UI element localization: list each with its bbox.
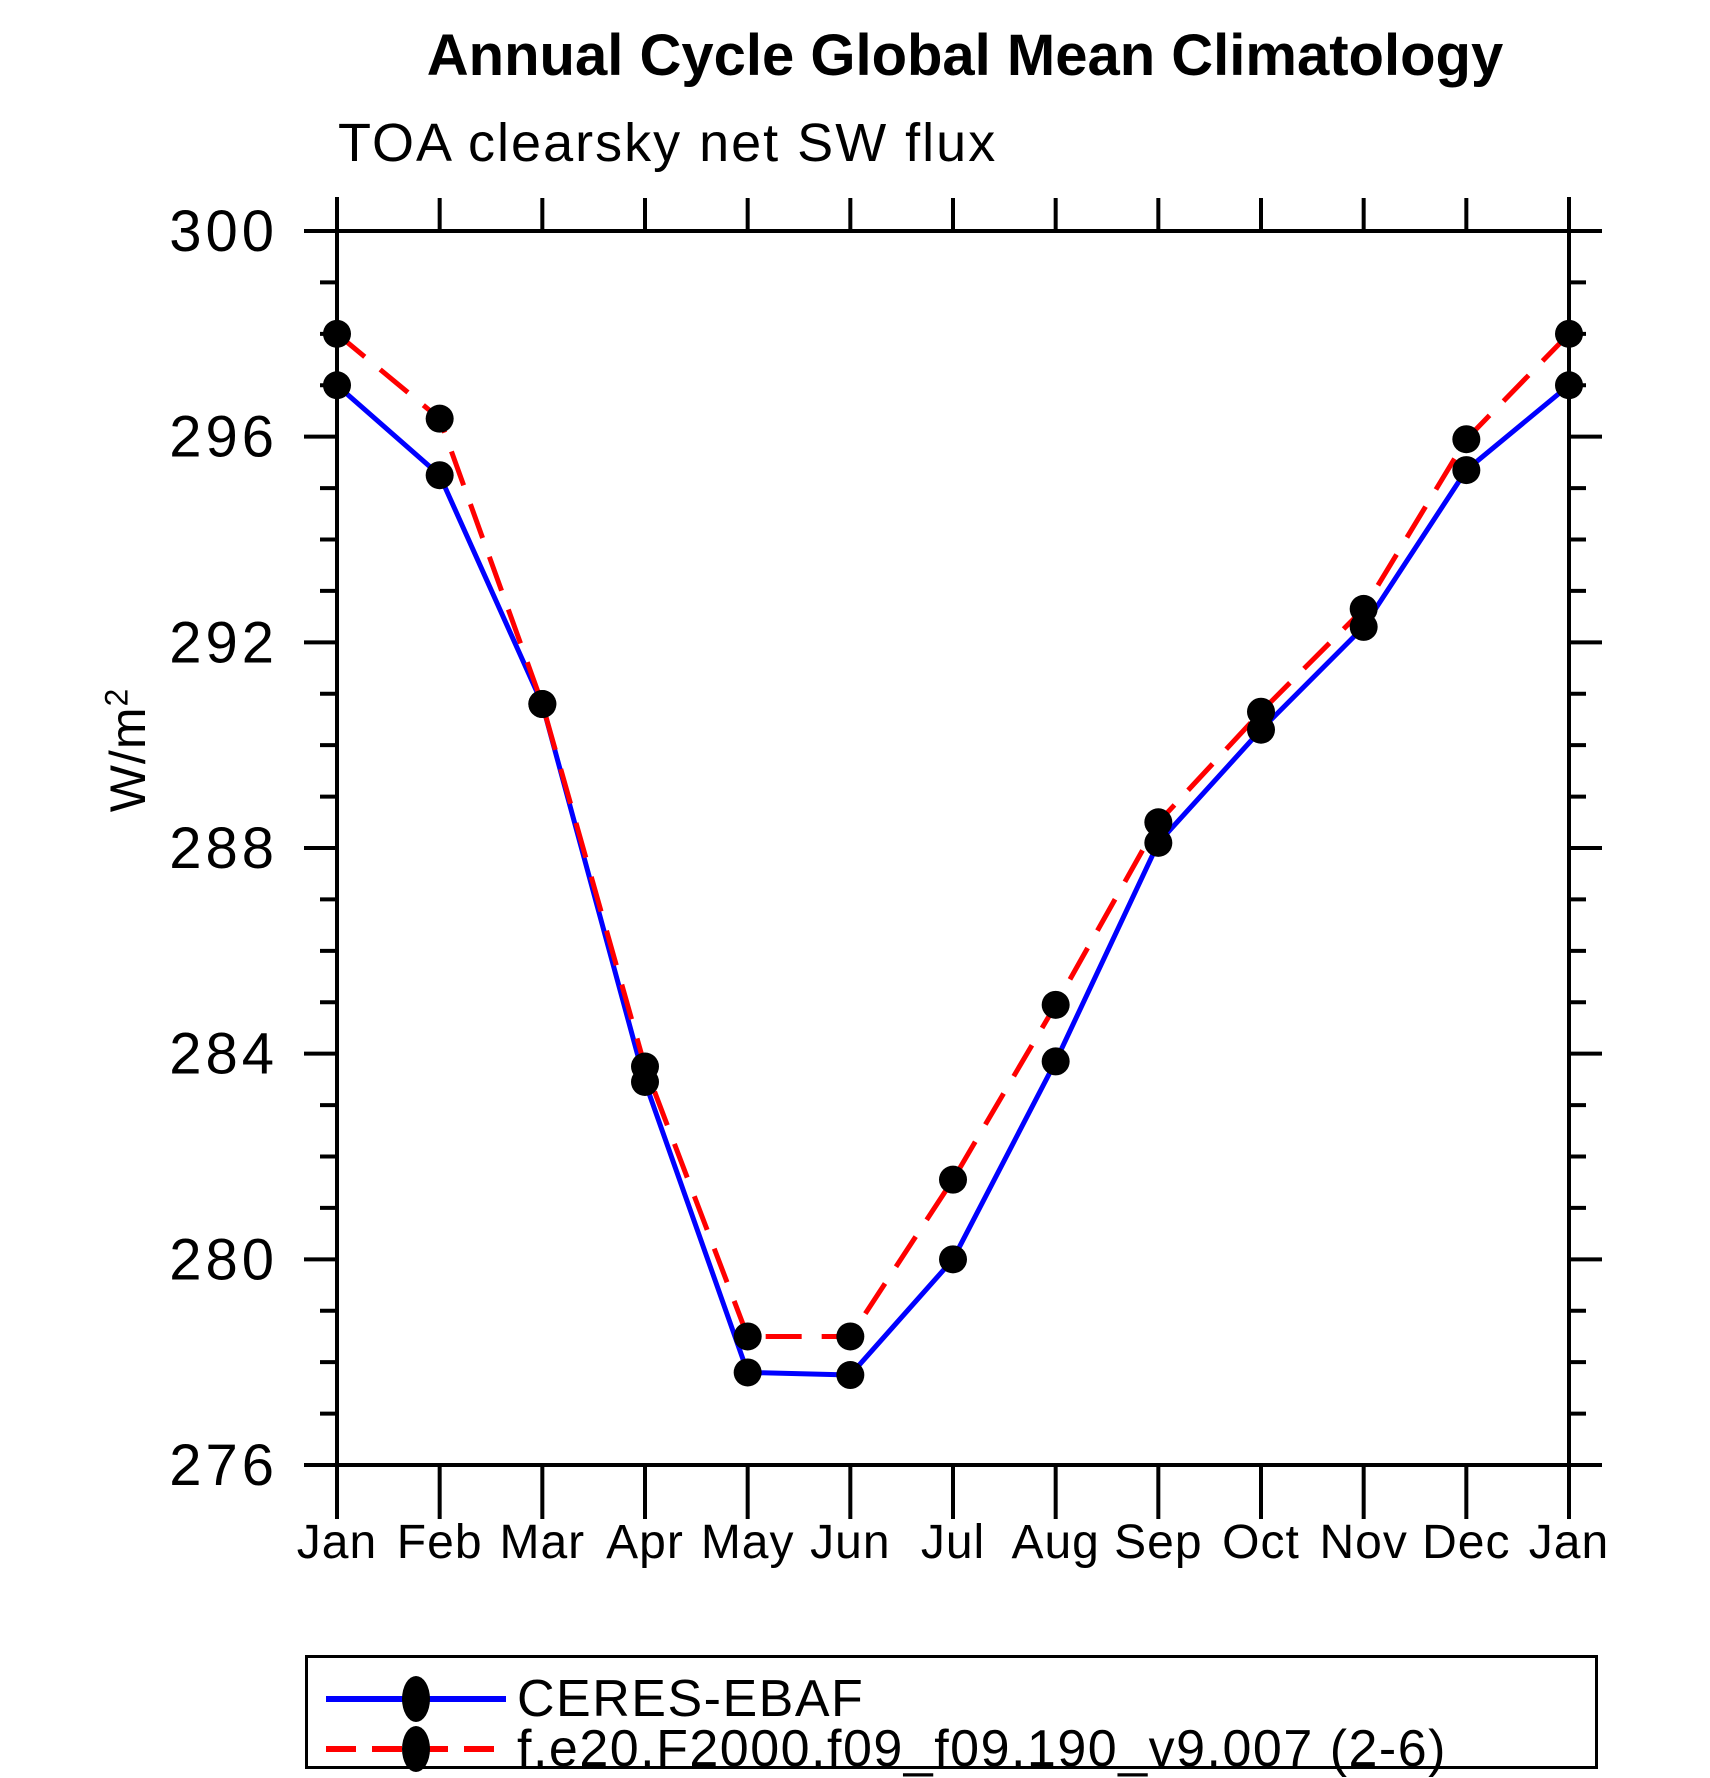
data-point-model-sep-8 <box>1144 808 1173 837</box>
y-tick-label: 284 <box>169 1022 278 1087</box>
data-point-model-mar-2 <box>528 690 557 719</box>
y-tick-label: 296 <box>169 405 278 470</box>
data-point-ceres-jun-5 <box>836 1361 865 1390</box>
data-point-model-jul-6 <box>939 1165 967 1194</box>
data-point-ceres-jul-6 <box>939 1245 967 1274</box>
legend-label-ceres: CERES-EBAF <box>517 1670 865 1728</box>
series-line-ceres <box>335 383 1571 1378</box>
data-point-ceres-aug-7 <box>1041 1047 1070 1076</box>
data-point-model-apr-3 <box>631 1052 659 1081</box>
data-point-ceres-feb-1 <box>425 461 454 490</box>
y-tick-label: 280 <box>169 1227 278 1292</box>
x-tick-label: Aug <box>1011 1516 1099 1569</box>
x-tick-label: Dec <box>1422 1516 1510 1569</box>
data-point-model-oct-9 <box>1247 697 1275 726</box>
legend-line-sample-dashed <box>326 1726 506 1772</box>
x-tick-label: Jan <box>1529 1516 1609 1569</box>
x-tick-label: Sep <box>1114 1516 1202 1569</box>
data-point-ceres-may-4 <box>733 1358 762 1387</box>
data-point-ceres-jan-12 <box>1555 371 1583 400</box>
x-tick-label: Oct <box>1222 1516 1300 1569</box>
x-tick-label: Jul <box>921 1516 985 1569</box>
data-point-ceres-jan-0 <box>323 371 351 400</box>
legend-label-model: f.e20.F2000.f09_f09.190_v9.007 (2-6) <box>517 1720 1447 1778</box>
x-tick-label: Nov <box>1319 1516 1407 1569</box>
data-point-model-jan-12 <box>1555 319 1583 348</box>
data-point-model-feb-1 <box>425 404 454 433</box>
y-tick-label: 288 <box>169 816 278 881</box>
legend-item-model: f.e20.F2000.f09_f09.190_v9.007 (2-6) <box>321 1720 1447 1778</box>
data-point-model-aug-7 <box>1041 990 1070 1019</box>
x-tick-label: Feb <box>397 1516 483 1569</box>
data-point-ceres-dec-11 <box>1452 456 1481 485</box>
data-point-model-jan-0 <box>323 319 351 348</box>
x-tick-label: Jan <box>297 1516 377 1569</box>
data-point-model-nov-10 <box>1349 594 1378 623</box>
legend: CERES-EBAF f.e20.F2000.f09_f09.190_v9.00… <box>305 1655 1598 1778</box>
x-tick-label: Mar <box>499 1516 585 1569</box>
data-point-model-jun-5 <box>836 1322 865 1351</box>
chart-subtitle: TOA clearsky net SW flux <box>338 113 998 173</box>
x-tick-label: May <box>701 1516 795 1569</box>
legend-marker-dot <box>402 1676 430 1722</box>
y-tick-label: 300 <box>169 199 278 264</box>
x-tick-label: Apr <box>606 1516 684 1569</box>
legend-item-ceres: CERES-EBAF <box>321 1670 864 1728</box>
x-tick-label: Jun <box>810 1516 890 1569</box>
legend-line-sample-solid <box>326 1676 506 1722</box>
y-tick-label: 276 <box>169 1433 278 1498</box>
data-point-model-dec-11 <box>1452 425 1481 454</box>
data-point-ceres-sep-8 <box>1144 828 1173 857</box>
chart-title: Annual Cycle Global Mean Climatology <box>426 23 1504 88</box>
legend-marker-dot <box>402 1726 430 1772</box>
data-point-model-may-4 <box>733 1322 762 1351</box>
y-tick-label: 292 <box>169 610 278 675</box>
